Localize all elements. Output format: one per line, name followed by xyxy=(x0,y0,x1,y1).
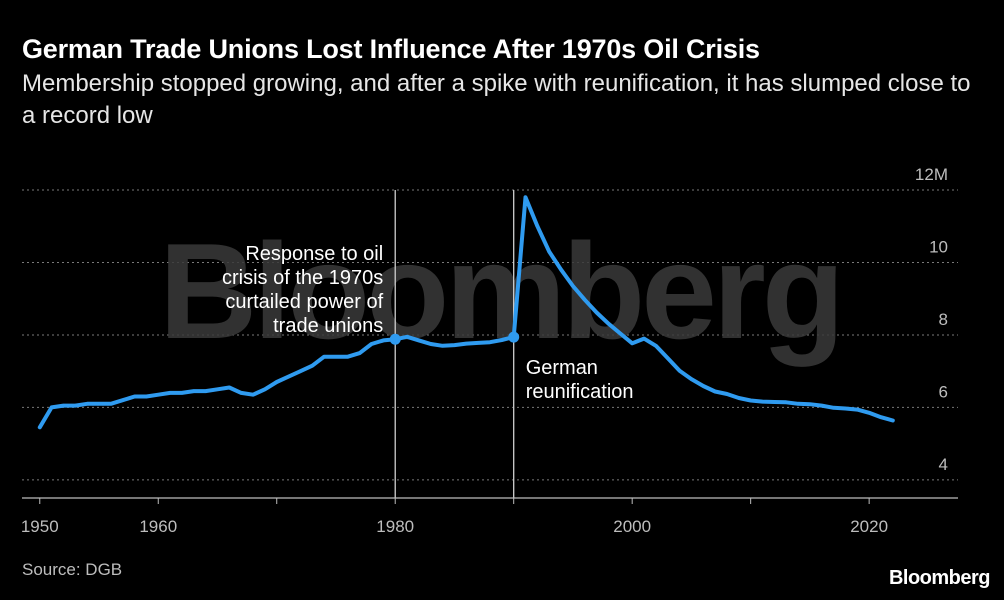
y-tick-label-12: 12M xyxy=(915,165,948,184)
x-tick-label-1950: 1950 xyxy=(21,517,59,536)
annotation-oil-crisis-line-1: crisis of the 1970s xyxy=(222,267,383,289)
x-axis: 1950 1960 1980 2000 2020 xyxy=(21,497,958,536)
annotation-oil-crisis-line-2: curtailed power of xyxy=(225,291,383,313)
marker-1980 xyxy=(389,333,401,345)
chart-title: German Trade Unions Lost Influence After… xyxy=(22,34,760,64)
x-tick-label-1980: 1980 xyxy=(376,517,414,536)
annotation-oil-crisis-line-3: trade unions xyxy=(273,315,383,337)
x-tick-label-2000: 2000 xyxy=(613,517,651,536)
x-tick-label-2020: 2020 xyxy=(850,517,888,536)
y-tick-label-10: 10 xyxy=(929,237,948,256)
marker-1990 xyxy=(508,331,520,343)
bloomberg-logo: Bloomberg xyxy=(888,567,991,589)
x-tick-label-1960: 1960 xyxy=(139,517,177,536)
chart-subtitle: Membership stopped growing, and after a … xyxy=(22,70,971,129)
y-tick-label-4: 4 xyxy=(939,455,948,474)
annotation-oil-crisis-line-0: Response to oil xyxy=(245,243,383,265)
series-line-0 xyxy=(37,195,895,430)
annotation-reunification-line-0: German xyxy=(526,357,598,379)
grid-layer: 4 6 8 10 12M xyxy=(22,165,958,481)
annotation-reunification-line-1: reunification xyxy=(526,381,634,403)
series-layer xyxy=(37,195,895,430)
y-tick-label-6: 6 xyxy=(939,382,948,401)
source-note: Source: DGB xyxy=(22,560,123,579)
y-tick-label-8: 8 xyxy=(939,310,948,329)
